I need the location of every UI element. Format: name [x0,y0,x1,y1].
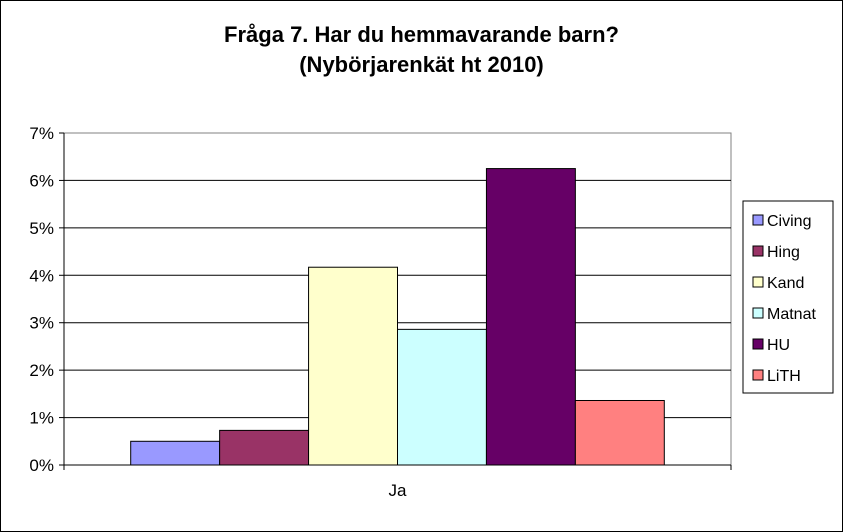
y-tick-label: 3% [29,314,54,333]
bar-hing [219,429,310,466]
x-tick-label: Ja [389,481,408,500]
bar-kand [308,266,399,466]
legend-box [742,200,834,394]
legend-label-lith: LiTH [767,368,801,385]
legend-label-hing: Hing [767,244,800,261]
bar-hu [485,168,576,466]
chart-title: Fråga 7. Har du hemmavarande barn? (Nybö… [0,20,843,80]
legend-swatch-civing [752,214,764,226]
legend-swatch-kand [752,276,764,288]
y-tick-label: 0% [29,456,54,475]
bar-lith [574,399,665,466]
y-tick-label: 2% [29,361,54,380]
x-axis: Ja [63,464,732,500]
legend-swatch-matnat [752,307,764,319]
y-tick-label: 7% [29,124,54,143]
legend-label-hu: HU [767,337,790,354]
y-tick-label: 1% [29,409,54,428]
bar-matnat [397,328,487,466]
legend-swatch-hing [752,245,764,257]
legend-label-civing: Civing [767,213,811,230]
legend-label-kand: Kand [767,275,804,292]
y-axis: 0% 1% 2% 3% 4% 5% 6% 7% [29,124,65,475]
legend: Civing Hing Kand Matnat HU LiTH [742,200,834,394]
chart-title-line-2: (Nybörjarenkät ht 2010) [299,52,544,77]
legend-label-matnat: Matnat [767,306,816,323]
legend-swatch-lith [752,369,764,381]
y-tick-label: 5% [29,219,54,238]
y-tick-label: 4% [29,266,54,285]
bar-civing [130,440,221,466]
y-tick-label: 6% [29,171,54,190]
legend-swatch-hu [752,338,764,350]
bars [130,168,665,466]
chart-title-line-1: Fråga 7. Har du hemmavarande barn? [224,22,619,47]
